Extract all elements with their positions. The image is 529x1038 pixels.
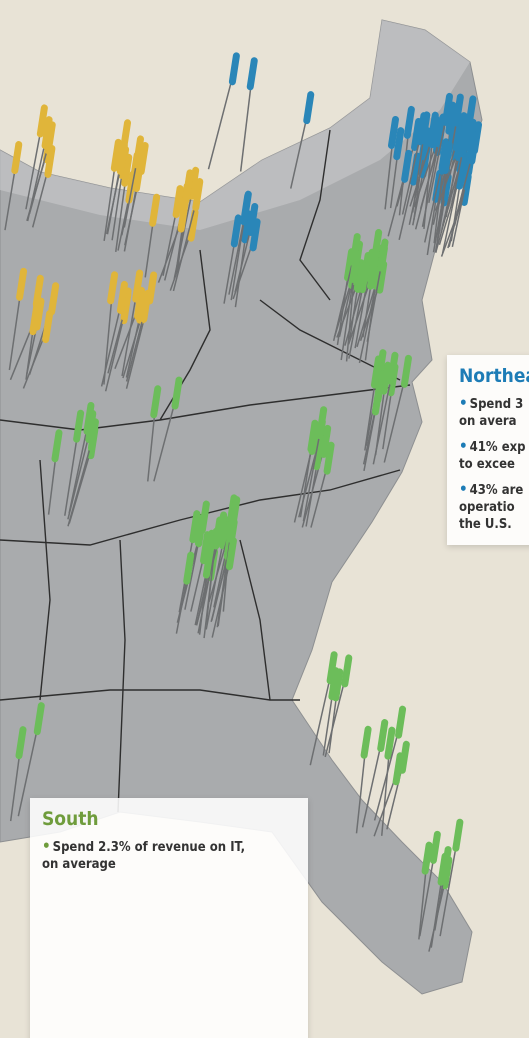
pin-head [154,389,158,415]
pin-head [232,56,236,82]
pin-head [336,672,340,698]
pin-head [181,203,185,229]
pin-head [472,135,476,161]
pin-head [381,723,385,749]
pin-head [19,730,23,756]
pin-head [230,513,234,539]
pin-head [388,730,392,756]
pin-head [48,148,52,174]
pin-head [175,380,179,406]
pin-head [40,108,44,134]
pin-head [229,541,233,567]
pin-head [193,514,197,540]
pin-head [33,306,37,332]
pin-head [89,414,93,440]
bullet-text: 43% are [470,483,524,498]
pin-head [15,145,19,171]
pin-head [463,128,467,154]
pin-head [37,706,41,732]
pin-head [176,189,180,215]
bullet: •43% are operatio the U.S. [459,481,529,533]
pin-head [250,61,254,87]
pin-head [327,445,331,471]
pin-head [136,273,140,299]
pin-head [456,97,460,123]
bullet-text: 41% exp [470,440,526,455]
pin-head [20,271,24,297]
pin-head [425,845,429,871]
bullet-text: Spend 3 [470,397,524,412]
pin-head [234,218,238,244]
pin-head [433,834,437,860]
pin-head [375,233,379,259]
pin-head [120,284,124,310]
pin-head [345,658,349,684]
bullet-text: the U.S. [459,517,512,532]
pin-head [46,314,50,340]
pin-head [391,119,395,145]
pin-head [391,355,395,381]
pin-head [330,655,334,681]
callout-title: Northea [459,365,529,387]
pin-head [445,145,449,171]
pin-head [206,549,210,575]
pin-head [353,253,357,279]
pin-head [320,410,324,436]
pin-head [187,555,191,581]
bullet-text: to excee [459,457,515,472]
pin-head [370,260,374,286]
bullet: •Spend 2.3% of revenue on IT, on average [42,838,296,873]
bullet-dot: • [459,437,468,455]
pin-head [358,263,362,289]
pin-head [404,358,408,384]
bullet-text: on avera [459,414,517,429]
pin-head [111,275,115,301]
bullet-dot: • [42,837,51,855]
bullet-text: on average [42,857,116,872]
pin-head [312,425,316,451]
bullet-dot: • [459,480,468,498]
pin-head [114,142,118,168]
pin-head [253,222,257,248]
pin-head [137,139,141,165]
pin-head [396,756,400,782]
pin-head [52,286,56,312]
northeast-callout: Northea •Spend 3on avera•41% expto excee… [447,355,529,545]
pin-head [186,173,190,199]
bullet: •Spend 3 on avera [459,395,529,430]
pin-head [399,709,403,735]
infographic: Northea •Spend 3on avera•41% expto excee… [0,0,529,1038]
pin-head [55,433,59,459]
pin-head [432,119,436,145]
bullet-dot: • [459,394,468,412]
pin-head [153,197,157,223]
pin-head [397,131,401,157]
pin-head [405,153,409,179]
pin-head [244,196,248,222]
pin-head [420,116,424,142]
pin-head [456,822,460,848]
bullet: •41% exp to excee [459,438,529,473]
south-callout: South •Spend 2.3% of revenue on IT, on av… [30,798,308,1038]
pin-head [196,182,200,208]
pin-head [307,95,311,121]
callout-title: South [42,808,296,830]
pin-head [381,242,385,268]
pin-head [77,413,81,439]
pin-head [407,109,411,135]
pin-head [441,856,445,882]
pin-head [36,278,40,304]
pin-head [144,293,148,319]
pin-head [364,729,368,755]
pin-head [374,359,378,385]
bullet-text: operatio [459,500,515,515]
pin-head [375,386,379,412]
bullet-text: Spend 2.3% of revenue on IT, [53,840,245,855]
pin-head [120,145,124,171]
pin-head [216,520,220,546]
